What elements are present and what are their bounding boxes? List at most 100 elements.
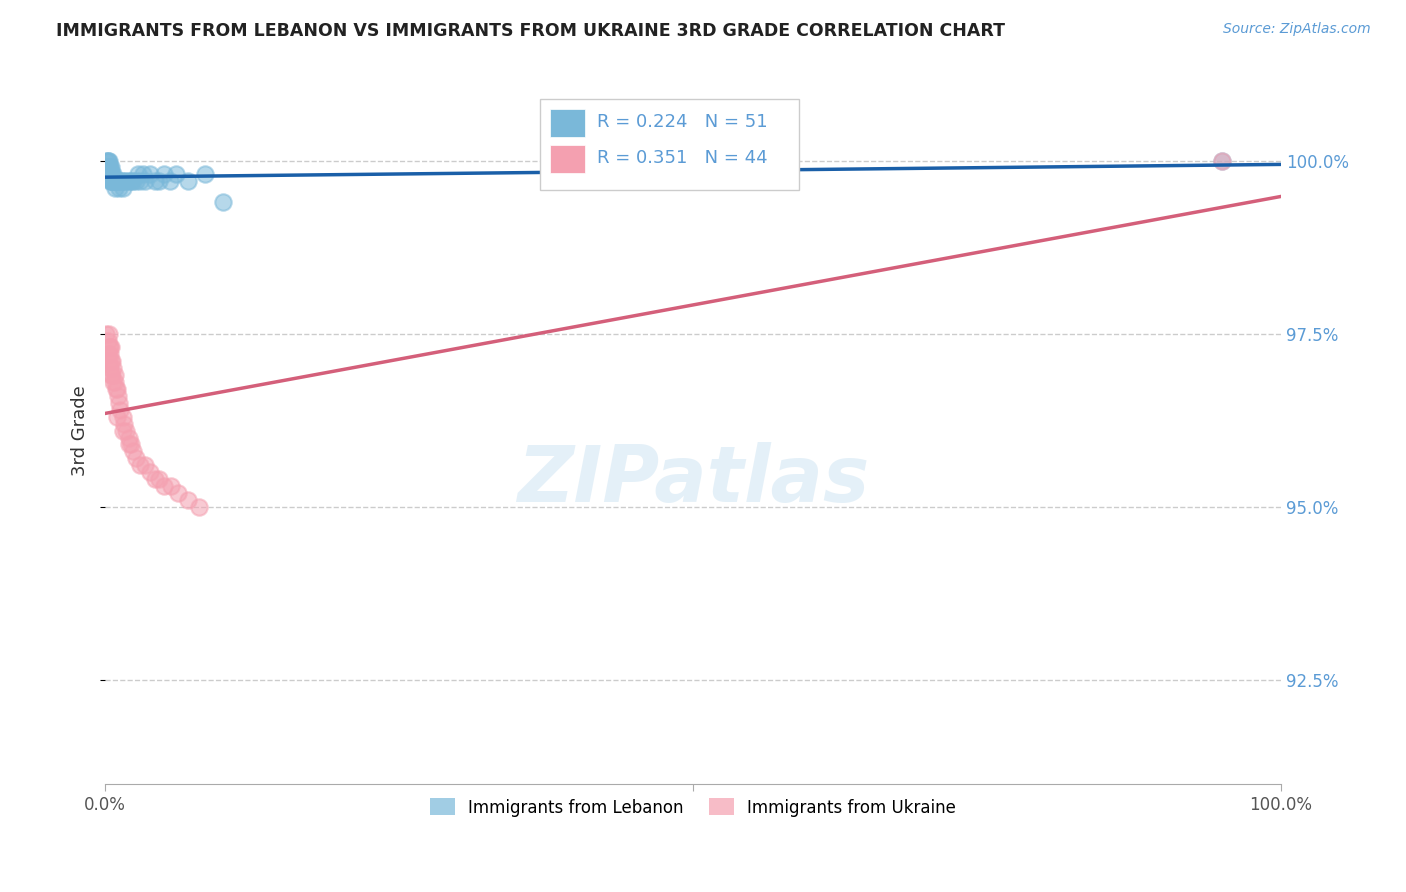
Point — [127, 167, 149, 181]
Point — [118, 437, 141, 451]
Point — [103, 361, 125, 376]
Point — [111, 174, 134, 188]
Point — [105, 382, 128, 396]
Point — [103, 375, 125, 389]
Point — [160, 479, 183, 493]
Point — [105, 409, 128, 424]
Point — [98, 361, 121, 376]
Legend: Immigrants from Lebanon, Immigrants from Ukraine: Immigrants from Lebanon, Immigrants from… — [422, 790, 965, 825]
Point — [101, 368, 124, 383]
Point — [107, 389, 129, 403]
Point — [176, 174, 198, 188]
Point — [97, 161, 120, 175]
Point — [110, 174, 132, 188]
Point — [110, 402, 132, 417]
Point — [100, 167, 122, 181]
FancyBboxPatch shape — [550, 109, 585, 137]
Point — [125, 451, 148, 466]
Point — [139, 465, 162, 479]
Point — [125, 174, 148, 188]
Point — [104, 368, 127, 383]
Point — [188, 500, 211, 514]
Point — [97, 326, 120, 341]
Point — [104, 174, 127, 188]
Point — [143, 174, 166, 188]
Point — [97, 167, 120, 181]
Text: R = 0.351   N = 44: R = 0.351 N = 44 — [596, 150, 768, 168]
Point — [97, 334, 120, 348]
Point — [98, 174, 121, 188]
Point — [101, 354, 124, 368]
Point — [104, 174, 127, 188]
Point — [153, 167, 176, 181]
Point — [100, 354, 122, 368]
Point — [97, 161, 120, 175]
Point — [97, 153, 120, 168]
Point — [148, 472, 170, 486]
Point — [120, 437, 142, 451]
Point — [98, 341, 121, 355]
Point — [108, 181, 131, 195]
Point — [159, 174, 181, 188]
Point — [118, 430, 141, 444]
Point — [148, 174, 170, 188]
FancyBboxPatch shape — [550, 145, 585, 173]
Point — [129, 458, 152, 473]
Point — [101, 174, 124, 188]
Point — [111, 181, 134, 195]
Point — [132, 167, 155, 181]
Point — [97, 341, 120, 355]
Point — [100, 174, 122, 188]
Point — [176, 492, 198, 507]
Point — [104, 375, 127, 389]
Point — [211, 195, 233, 210]
Point — [105, 174, 128, 188]
Point — [104, 382, 127, 396]
Point — [108, 396, 131, 410]
Point — [97, 347, 120, 361]
Point — [134, 174, 156, 188]
Point — [122, 444, 145, 458]
Point — [97, 153, 120, 168]
Point — [115, 174, 138, 188]
Point — [153, 479, 176, 493]
Point — [134, 458, 156, 473]
Point — [120, 174, 142, 188]
Point — [107, 174, 129, 188]
Point — [167, 486, 190, 500]
Point — [165, 167, 187, 181]
Text: ZIPatlas: ZIPatlas — [517, 442, 869, 518]
Text: Source: ZipAtlas.com: Source: ZipAtlas.com — [1223, 22, 1371, 37]
Point — [98, 347, 121, 361]
Point — [112, 174, 135, 188]
Point — [112, 417, 135, 431]
Point — [115, 424, 138, 438]
Point — [96, 161, 118, 175]
Point — [101, 167, 124, 181]
Point — [103, 174, 125, 188]
Point — [139, 167, 162, 181]
Point — [122, 174, 145, 188]
Y-axis label: 3rd Grade: 3rd Grade — [72, 385, 89, 476]
Point — [118, 174, 141, 188]
Point — [129, 174, 152, 188]
Point — [98, 167, 121, 181]
Point — [97, 153, 120, 168]
Point — [100, 341, 122, 355]
Point — [194, 167, 217, 181]
Point — [96, 326, 118, 341]
Point — [98, 161, 121, 175]
Point — [96, 153, 118, 168]
Text: R = 0.224   N = 51: R = 0.224 N = 51 — [596, 112, 768, 131]
FancyBboxPatch shape — [540, 99, 799, 191]
Point — [111, 409, 134, 424]
Point — [143, 472, 166, 486]
Point — [100, 161, 122, 175]
Point — [97, 161, 120, 175]
Point — [111, 424, 134, 438]
Text: IMMIGRANTS FROM LEBANON VS IMMIGRANTS FROM UKRAINE 3RD GRADE CORRELATION CHART: IMMIGRANTS FROM LEBANON VS IMMIGRANTS FR… — [56, 22, 1005, 40]
Point — [100, 368, 122, 383]
Point — [104, 181, 127, 195]
Point — [101, 174, 124, 188]
Point — [1211, 153, 1233, 168]
